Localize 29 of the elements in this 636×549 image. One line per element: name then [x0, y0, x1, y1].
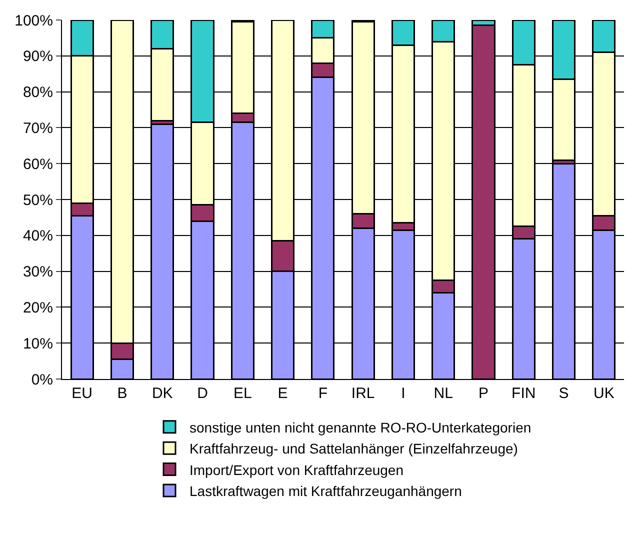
x-tick-label: P — [478, 385, 489, 402]
x-tick-label: S — [558, 385, 569, 402]
legend-label: sonstige unten nicht genannte RO-RO-Unterkategorien — [190, 419, 532, 436]
y-tick-label: 50% — [22, 192, 53, 209]
legend-label: Kraftfahrzeug- und Sattelanhänger (Einzelfahrzeuge) — [190, 440, 518, 457]
x-tick-label: DK — [152, 385, 173, 402]
y-tick-label: 80% — [22, 84, 53, 102]
x-tick-label: E — [278, 385, 288, 402]
legend-label: Import/Export von Kraftfahrzeugen — [190, 462, 404, 478]
x-tick-label: F — [318, 385, 328, 402]
legend-label: Lastkraftwagen mit Kraftfahrzeuganhängern — [190, 482, 462, 499]
x-tick-label: B — [117, 385, 128, 402]
y-tick-label: 100% — [14, 12, 53, 30]
x-tick-label: D — [197, 385, 208, 402]
y-tick-label: 0% — [31, 371, 53, 388]
x-tick-label: UK — [594, 385, 614, 402]
x-tick-label: EL — [233, 385, 252, 402]
y-tick-label: 10% — [22, 335, 53, 352]
y-tick-label: 70% — [22, 120, 53, 137]
x-tick-label: I — [401, 385, 406, 402]
x-tick-label: NL — [434, 385, 453, 402]
x-tick-label: EU — [72, 385, 92, 402]
y-tick-label: 60% — [22, 156, 53, 173]
x-tick-label: IRL — [351, 385, 375, 402]
y-tick-label: 30% — [22, 264, 53, 281]
y-tick-label: 40% — [22, 228, 53, 245]
x-tick-label: FIN — [512, 385, 536, 402]
y-tick-label: 90% — [22, 48, 53, 66]
y-tick-label: 20% — [22, 299, 53, 316]
